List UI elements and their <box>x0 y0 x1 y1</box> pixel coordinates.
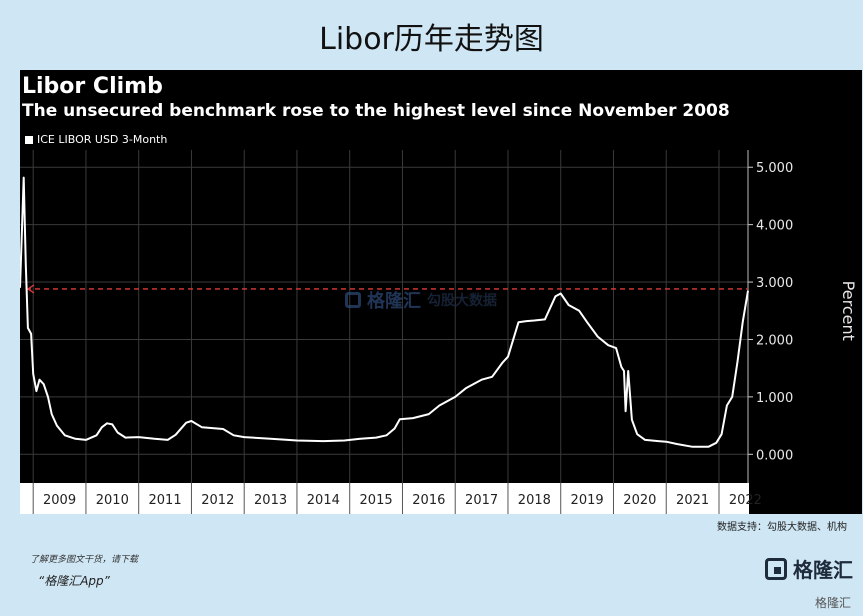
brand-logo: 格隆汇 <box>765 554 853 583</box>
watermark: 格隆汇 勾股大数据 <box>345 287 497 313</box>
page-title: Libor历年走势图 <box>319 22 544 57</box>
brand-logo-icon <box>765 557 787 580</box>
footer-app-name: “格隆汇App” <box>38 574 110 588</box>
y-tick-label: 3.000 <box>756 276 793 291</box>
y-tick-label: 5.000 <box>756 161 793 176</box>
x-tick-label: 2021 <box>676 493 709 508</box>
reference-arrow <box>26 284 35 294</box>
x-tick-label: 2018 <box>518 493 551 508</box>
x-tick-label: 2015 <box>360 493 393 508</box>
x-tick-label: 2019 <box>571 493 604 508</box>
watermark-secondary: 勾股大数据 <box>427 293 497 309</box>
x-tick-label: 2014 <box>307 493 340 508</box>
x-tick-label: 2012 <box>201 493 234 508</box>
brand-logo-text: 格隆汇 <box>793 558 853 582</box>
watermark-logo-icon <box>345 292 361 308</box>
x-tick-label: 2017 <box>465 493 498 508</box>
y-tick-label: 1.000 <box>756 391 793 406</box>
chart-title: Libor Climb <box>22 74 163 99</box>
x-tick-label: 2010 <box>96 493 129 508</box>
x-tick-label: 2022 <box>729 493 762 508</box>
x-tick-label: 2016 <box>412 493 445 508</box>
legend-label: ICE LIBOR USD 3-Month <box>37 133 168 146</box>
footer-note: 了解更多图文干货，请下载 <box>30 555 139 565</box>
chart-plot: 0.000 1.000 2.000 3.000 4.000 5.000 2009 2010 20… <box>20 150 858 514</box>
x-tick-label: 2011 <box>149 493 182 508</box>
small-logo-tag: 格隆汇 <box>814 596 851 610</box>
x-tick-label: 2013 <box>254 493 287 508</box>
y-tick-label: 2.000 <box>756 333 793 348</box>
series-line <box>20 176 749 448</box>
chart-panel: 0.000 1.000 2.000 3.000 4.000 5.000 2009 2010 20… <box>20 70 862 514</box>
legend-swatch <box>25 135 33 144</box>
x-tick-label: 2020 <box>623 493 656 508</box>
legend: ICE LIBOR USD 3-Month <box>25 133 167 146</box>
chart-subtitle: The unsecured benchmark rose to the high… <box>22 101 730 121</box>
y-tick-label: 4.000 <box>756 219 793 234</box>
x-tick-label: 2009 <box>43 493 76 508</box>
y-axis-title: Percent <box>839 281 858 341</box>
watermark-text: 格隆汇 <box>367 291 421 312</box>
source-note: 数据支持：勾股大数据、机构 <box>717 522 847 533</box>
y-tick-label: 0.000 <box>756 448 793 463</box>
x-axis-band <box>20 483 749 514</box>
